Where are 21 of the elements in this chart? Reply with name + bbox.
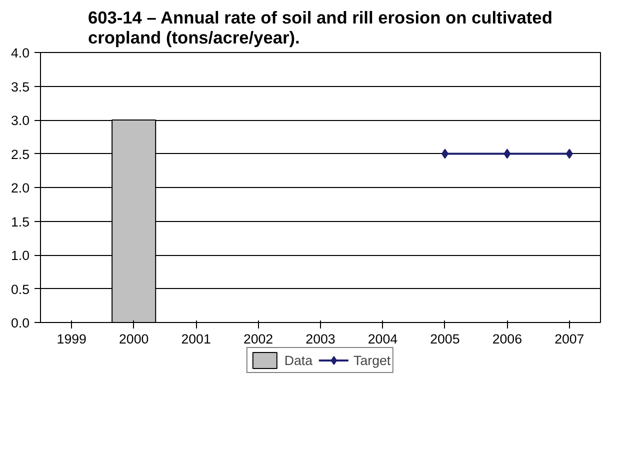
x-tick-label: 2004 <box>368 332 398 346</box>
y-tick-label: 2.5 <box>10 146 30 162</box>
x-tick-label: 1999 <box>56 332 86 346</box>
x-tick-label: 2003 <box>306 332 336 346</box>
x-tick-label: 2002 <box>243 332 274 346</box>
y-tick-label: 1.0 <box>10 248 30 263</box>
x-tick-label: 2006 <box>492 332 522 346</box>
legend-label: Target <box>354 352 391 368</box>
y-tick-label: 3.0 <box>10 113 30 128</box>
y-tick-label: 0.5 <box>10 282 30 297</box>
y-tick-label: 1.5 <box>10 214 30 230</box>
y-tick-label: 3.5 <box>10 79 30 94</box>
y-tick-label: 2.0 <box>10 180 30 196</box>
x-tick-label: 2007 <box>554 332 584 346</box>
x-tick-label: 2000 <box>119 332 149 346</box>
x-tick-label: 2001 <box>181 332 211 346</box>
legend-label: Data <box>284 352 313 368</box>
x-tick-label: 2005 <box>430 332 460 346</box>
y-tick-label: 0.0 <box>10 316 30 330</box>
y-tick-label: 4.0 <box>10 46 30 60</box>
chart-title: 603-14 – Annual rate of soil and rill erosion on cultivated cropland (tons/acre/year). <box>88 8 552 48</box>
